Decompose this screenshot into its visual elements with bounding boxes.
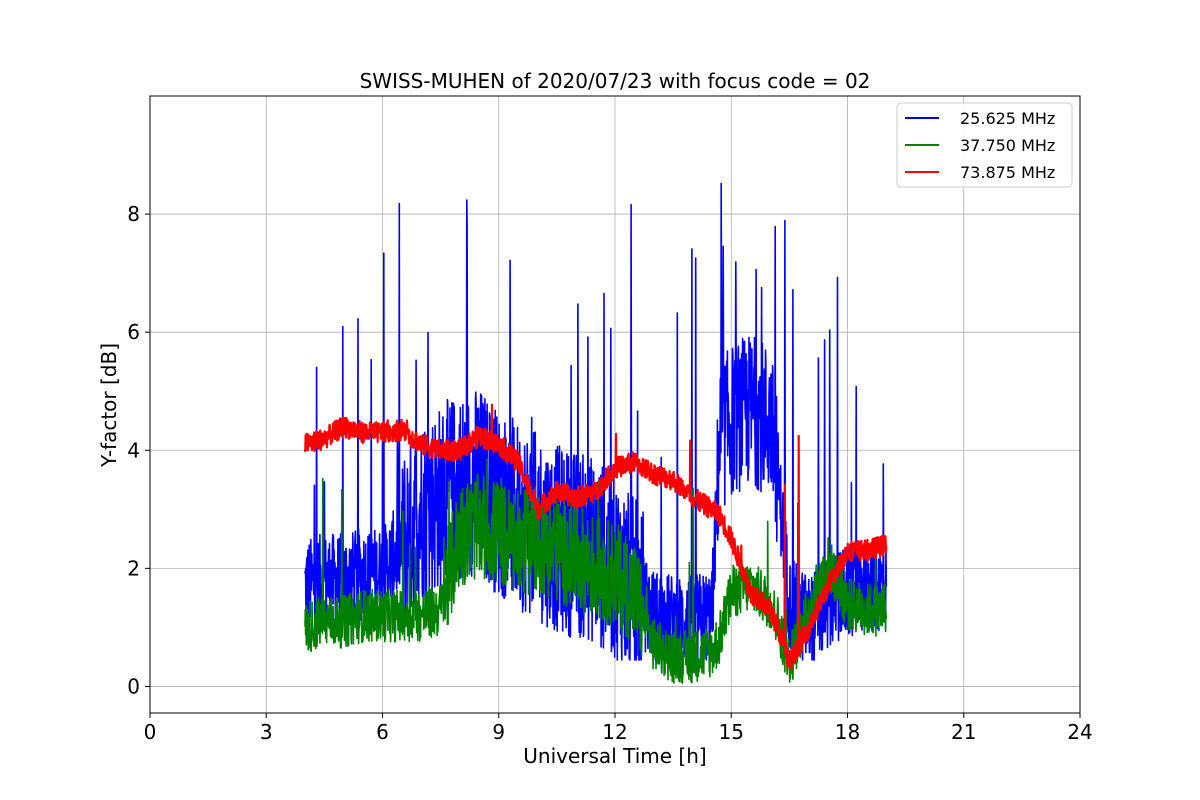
plot-area: [303, 182, 888, 684]
x-tick-label: 12: [602, 720, 627, 744]
legend-box: [896, 102, 1073, 188]
y-axis-ticks: 0 2 4 6 8: [127, 202, 150, 698]
y-tick-label: 4: [127, 438, 140, 462]
x-axis-ticks: 0 3 6 9 12 15 18 21 24: [144, 713, 1093, 744]
y-tick-label: 6: [127, 320, 140, 344]
y-tick-label: 8: [127, 202, 140, 226]
series-line-3: [303, 403, 888, 671]
x-tick-label: 0: [144, 720, 157, 744]
y-axis-label: Y-factor [dB]: [97, 343, 121, 468]
x-tick-label: 21: [951, 720, 976, 744]
legend: 25.625 MHz 37.750 MHz 73.875 MHz: [896, 102, 1073, 188]
y-tick-label: 2: [127, 556, 140, 580]
x-tick-label: 3: [260, 720, 273, 744]
chart-title: SWISS-MUHEN of 2020/07/23 with focus cod…: [360, 69, 871, 93]
legend-label-37-750: 37.750 MHz: [960, 136, 1055, 155]
x-tick-label: 24: [1067, 720, 1092, 744]
x-axis-label: Universal Time [h]: [523, 744, 706, 768]
legend-label-73-875: 73.875 MHz: [960, 163, 1055, 182]
legend-label-25-625: 25.625 MHz: [960, 109, 1055, 128]
x-tick-label: 15: [719, 720, 744, 744]
y-tick-label: 0: [127, 674, 140, 698]
x-tick-label: 18: [835, 720, 860, 744]
series-layer: [303, 182, 888, 684]
x-tick-label: 6: [376, 720, 389, 744]
x-tick-label: 9: [492, 720, 505, 744]
